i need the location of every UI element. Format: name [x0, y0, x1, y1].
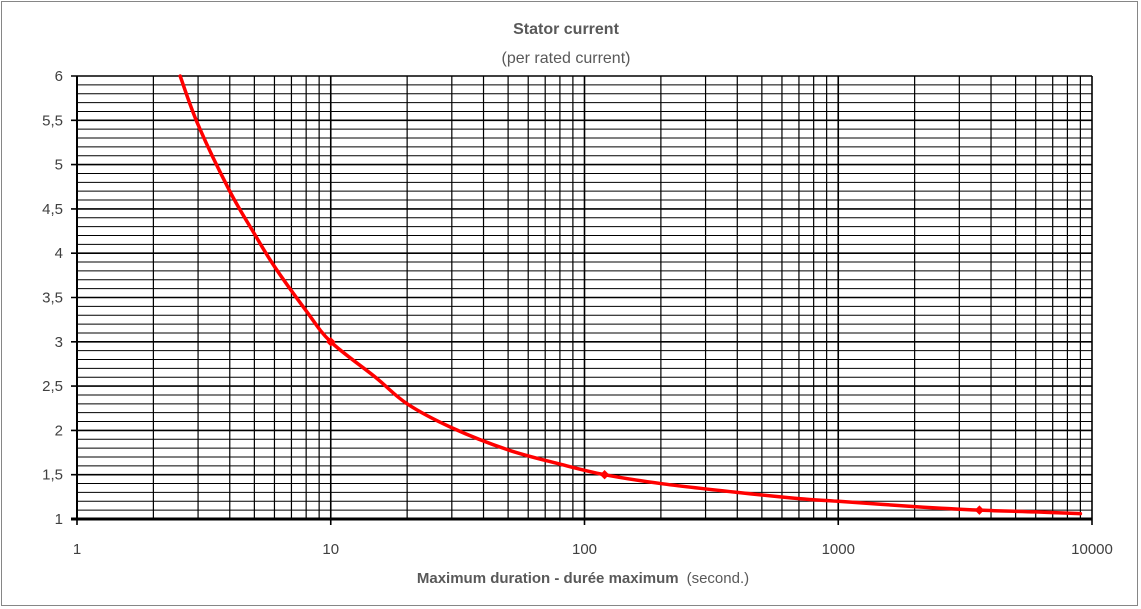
series-line	[178, 74, 1083, 516]
x-tick-label: 1	[73, 541, 81, 558]
x-axis-title: Maximum duration - durée maximum (second.…	[417, 570, 749, 587]
x-tick-label: 10	[322, 541, 339, 558]
x-tick-label: 100	[572, 541, 597, 558]
chart-subtitle: (per rated current)	[502, 50, 631, 67]
series-layer	[178, 74, 1083, 516]
y-tick-label: 1	[55, 511, 63, 528]
y-tick-label: 1,5	[42, 467, 63, 484]
x-axis-label: Maximum duration - durée maximum	[417, 570, 679, 587]
y-tick-label: 3	[55, 334, 63, 351]
data-point-marker	[974, 505, 985, 515]
y-tick-label: 5	[55, 157, 63, 174]
x-axis-unit: (second.)	[687, 570, 750, 587]
y-tick-label: 4	[55, 245, 63, 262]
y-tick-label: 3,5	[42, 290, 63, 307]
chart-title: Stator current	[513, 21, 619, 38]
x-tick-label: 10000	[1071, 541, 1113, 558]
tick-labels: 1 1,5 2 2,5 3 3,5 4 4,5 5 5,5 6 1 10 100 1000 10000	[42, 68, 1113, 558]
y-tick-label: 6	[55, 68, 63, 85]
major-gridlines	[71, 75, 1093, 525]
y-tick-label: 5,5	[42, 112, 63, 129]
y-tick-label: 4,5	[42, 201, 63, 218]
data-point-marker	[326, 337, 336, 347]
x-tick-label: 1000	[822, 541, 855, 558]
y-tick-label: 2,5	[42, 378, 63, 395]
data-point-marker	[599, 469, 610, 480]
y-tick-label: 2	[55, 422, 63, 439]
